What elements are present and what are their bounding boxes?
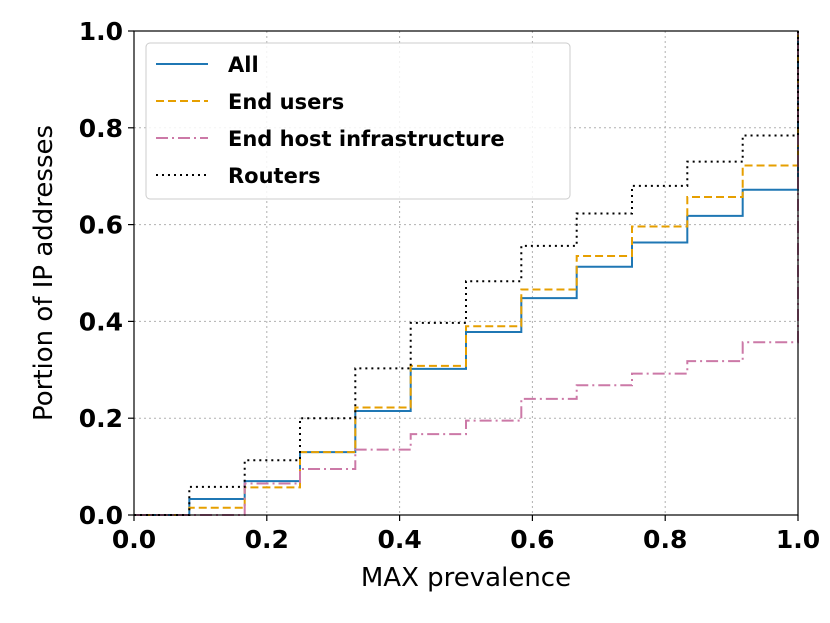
ticks: 0.0 0.2 0.4 0.6 0.8 1.0 0.0 0.2 0.4 0.6 0.8 1.0	[79, 17, 820, 554]
x-tick-label: 0.0	[112, 525, 156, 554]
legend-label-2: End host infrastructure	[228, 127, 505, 151]
y-axis-label: Portion of IP addresses	[29, 125, 59, 421]
legend-label-3: Routers	[228, 164, 321, 188]
x-axis-label: MAX prevalence	[361, 563, 571, 593]
series-lines	[134, 31, 799, 516]
x-tick-label: 0.4	[377, 525, 421, 554]
legend-label-1: End users	[228, 90, 344, 114]
x-tick-label: 0.8	[643, 525, 687, 554]
legend-label-0: All	[228, 53, 259, 77]
x-tick-label: 0.6	[510, 525, 554, 554]
plot-frame	[133, 30, 799, 516]
legend-box	[145, 42, 571, 200]
y-tick-label: 0.4	[79, 307, 123, 336]
y-tick-label: 0.2	[79, 404, 123, 433]
x-tick-label: 1.0	[776, 525, 820, 554]
y-tick-label: 0.8	[79, 114, 123, 143]
y-tick-label: 0.6	[79, 211, 123, 240]
legend: All End users End host infrastructure Route…	[145, 42, 571, 200]
x-tick-label: 0.2	[245, 525, 289, 554]
y-tick-label: 1.0	[79, 17, 123, 46]
series-line-3	[134, 31, 799, 516]
y-tick-label: 0.0	[79, 501, 123, 530]
